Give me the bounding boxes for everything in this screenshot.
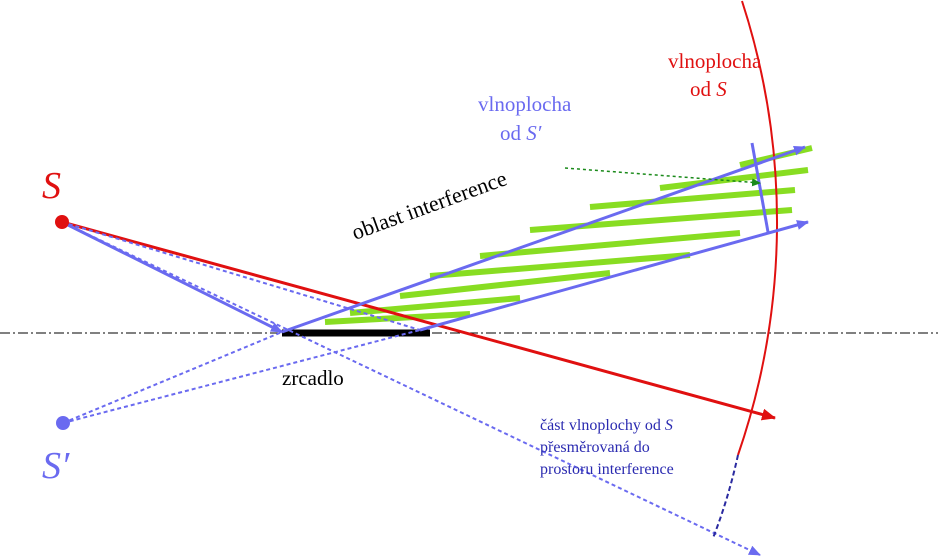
mirror-label: zrcadlo <box>282 366 344 390</box>
line: část vlnoplochy od <box>540 417 661 434</box>
image-point <box>56 416 70 430</box>
image-label: S′ <box>42 445 70 487</box>
redirected-wavefront <box>712 454 739 539</box>
wavefront-s-label: vlnoplocha od S <box>668 49 767 101</box>
redirected-label: část vlnoplochy od S přesměrovaná do pro… <box>540 417 677 478</box>
line: vlnoplocha <box>478 92 572 116</box>
line: od <box>690 77 712 101</box>
line: přesměrovaná do <box>540 439 650 456</box>
pointer-arrow <box>564 167 761 187</box>
blue-rays <box>61 142 809 334</box>
symbol: S <box>665 417 673 434</box>
dotted-rays <box>61 221 761 556</box>
symbol: S′ <box>526 121 542 145</box>
interference-label: oblast interference <box>348 165 510 244</box>
line: vlnoplocha <box>668 49 762 73</box>
source-point <box>55 215 69 229</box>
line: prostoru interference <box>540 461 674 478</box>
ray-s <box>61 220 776 421</box>
interference-stripes <box>324 145 813 325</box>
wavefront-s-prime-label: vlnoplocha od S′ <box>478 92 577 145</box>
wavefront-s <box>737 0 779 456</box>
symbol: S <box>716 77 727 101</box>
source-label: S <box>42 165 61 207</box>
line: od <box>500 121 522 145</box>
